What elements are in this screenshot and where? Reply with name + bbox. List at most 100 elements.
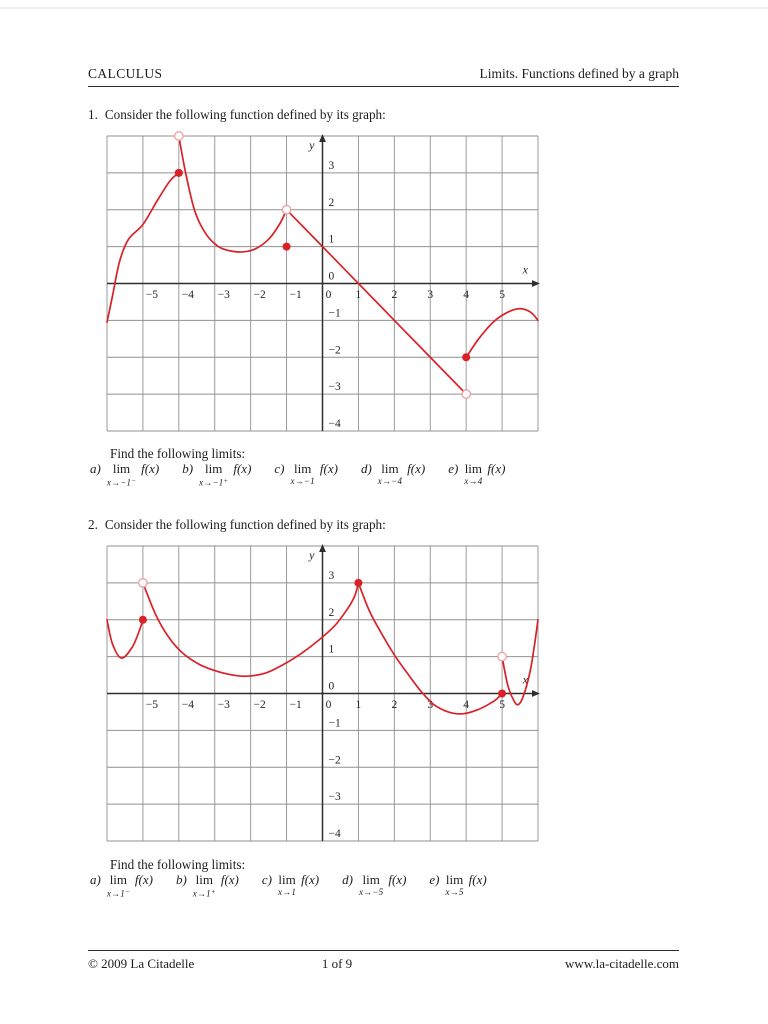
y-tick-label: −1 [329, 717, 341, 729]
x-tick-label: 3 [427, 289, 433, 301]
lim-word: lim [205, 461, 223, 476]
limit-item-letter: e) [448, 461, 459, 476]
y-tick-label: 1 [329, 234, 335, 246]
open-point [461, 389, 472, 399]
function-expression: f(x) [134, 872, 153, 887]
x-tick-label: −3 [218, 699, 230, 711]
find-limits-text-1: Find the following limits: [110, 446, 246, 461]
limit-item-letter: d) [360, 461, 372, 476]
function-curve-branch [106, 172, 180, 324]
limit-operator: lim x→4 [464, 462, 482, 486]
y-axis-label: y [308, 548, 315, 562]
limit-item-letter: e) [429, 872, 440, 887]
x-tick-label: −1 [289, 289, 301, 301]
x-tick-label: −2 [254, 699, 266, 711]
limit-operator: lim x→1 [278, 873, 296, 897]
limit-subscript: x→1− [106, 888, 130, 899]
limit-subscript: x→1 [277, 887, 297, 897]
function-expression: f(x) [468, 872, 487, 887]
y-tick-label: 2 [329, 197, 335, 209]
filled-point [498, 689, 507, 698]
limit-expression: a) lim x→−1− f(x) [90, 462, 159, 488]
worksheet-title: Limits. Functions defined by a graph [479, 66, 679, 81]
x-tick-label: 3 [427, 699, 433, 711]
copyright-text: © 2009 La Citadelle [88, 956, 195, 971]
function-curve-branch [106, 618, 144, 659]
limit-item-letter: d) [342, 872, 353, 887]
problem-2-number: 2. [88, 517, 98, 532]
open-point [138, 578, 148, 588]
limit-side-superscript: − [124, 888, 130, 896]
limit-expression: c) lim x→−1 f(x) [274, 462, 338, 488]
limit-operator: lim x→−1− [107, 462, 136, 488]
tick-labels: −5 −4 −3 −2 −1 0 1 2 3 4 5 3 2 1 0 −1 −2 −3 −4 [146, 570, 505, 840]
limit-expression: d) lim x→−5 f(x) [342, 873, 406, 899]
x-tick-label: −5 [146, 699, 158, 711]
y-tick-label: −3 [329, 381, 341, 393]
function-expression: f(x) [301, 872, 320, 887]
find-limits-text-2: Find the following limits: [110, 857, 246, 872]
open-point [173, 131, 184, 141]
function-expression: f(x) [141, 461, 160, 476]
problem-1-prompt: 1. Consider the following function define… [88, 107, 386, 123]
scan-edge-artifact [0, 7, 768, 9]
page-number: 1 of 9 [321, 956, 353, 971]
limit-expression: b) lim x→1+ f(x) [176, 873, 239, 899]
x-axis-arrow-icon [532, 280, 540, 287]
function-expression: f(x) [233, 461, 252, 476]
limit-subscript: x→−1− [106, 477, 137, 488]
limit-item-letter: c) [261, 872, 272, 887]
filled-point [354, 578, 363, 587]
lim-word: lim [445, 872, 464, 887]
limit-subscript: x→−1+ [199, 477, 229, 488]
limit-side-superscript: − [131, 477, 137, 485]
function-expression: f(x) [407, 461, 426, 476]
x-tick-label: 5 [499, 289, 505, 301]
function-curve-branch [142, 582, 360, 678]
limit-operator: lim x→5 [446, 873, 464, 897]
limit-expression: b) lim x→−1+ f(x) [182, 462, 251, 488]
lim-word: lim [112, 461, 131, 476]
problem-1-text: Consider the following function defined … [104, 107, 386, 122]
filled-point [282, 242, 291, 251]
limit-operator: lim x→−1+ [199, 462, 228, 488]
problem-1-number: 1. [88, 107, 98, 122]
x-tick-label: 1 [356, 289, 362, 301]
limit-expression: e) lim x→4 f(x) [448, 462, 505, 488]
limit-subscript: x→−1 [290, 476, 315, 486]
y-tick-label: −4 [329, 828, 341, 840]
function-curve-branch [357, 582, 503, 715]
y-tick-label: −2 [329, 344, 341, 356]
axes [107, 546, 538, 841]
function-curves [106, 582, 539, 715]
page-footer: © 2009 La Citadelle 1 of 9 www.la-citade… [88, 950, 679, 971]
x-tick-label: −4 [182, 289, 194, 301]
y-tick-label: −1 [329, 307, 341, 319]
x-tick-label: −3 [218, 289, 230, 301]
x-tick-label: −5 [146, 289, 158, 301]
filled-point [462, 353, 471, 362]
function-expression: f(x) [388, 872, 407, 887]
x-tick-label: −4 [182, 699, 194, 711]
x-tick-label: 4 [463, 699, 469, 711]
function-expression: f(x) [220, 872, 239, 887]
lim-word: lim [294, 461, 312, 476]
y-tick-label: 1 [329, 644, 335, 656]
limit-operator: lim x→−5 [359, 873, 383, 897]
y-tick-label: 3 [329, 160, 335, 172]
x-tick-label: −1 [289, 699, 301, 711]
open-point [281, 204, 292, 215]
x-tick-label: 1 [356, 699, 362, 711]
function-curves [106, 135, 539, 395]
x-tick-label: 0 [326, 289, 332, 301]
open-point [497, 651, 507, 662]
y-tick-label: 2 [329, 607, 335, 619]
filled-point [174, 168, 183, 177]
limit-subscript: x→−5 [358, 887, 384, 897]
page-header: CALCULUS Limits. Functions defined by a … [88, 66, 679, 87]
lim-word: lim [464, 461, 483, 476]
lim-word: lim [362, 872, 380, 887]
lim-word: lim [109, 872, 128, 887]
